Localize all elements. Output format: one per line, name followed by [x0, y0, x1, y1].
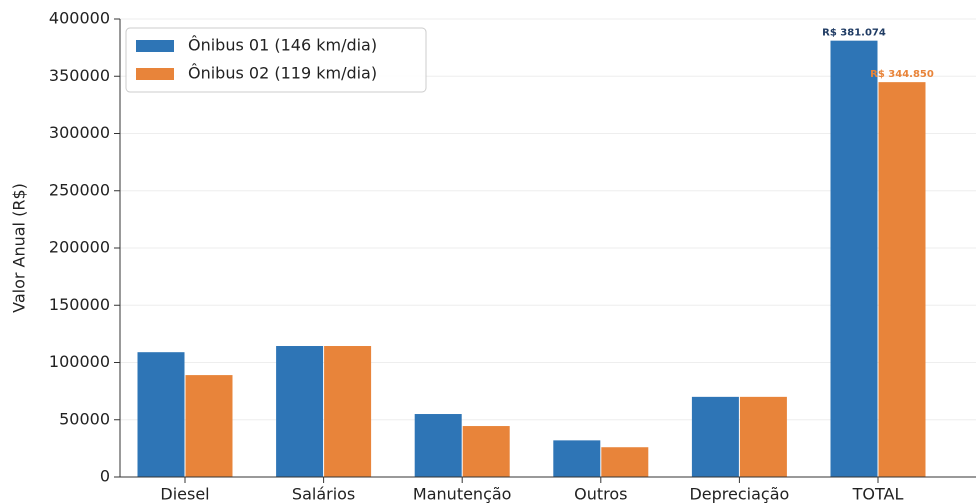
x-tick-label: TOTAL	[852, 485, 904, 504]
legend-box	[125, 27, 427, 93]
value-label: R$ 344.850	[870, 69, 934, 80]
y-tick-label: 0	[100, 467, 110, 486]
legend-swatch	[136, 40, 174, 52]
bar	[553, 440, 601, 477]
bar	[691, 396, 739, 477]
legend-label: Ônibus 02 (119 km/dia)	[188, 64, 377, 83]
bar	[414, 414, 462, 477]
y-tick-label: 400000	[49, 9, 110, 28]
value-label: R$ 381.074	[822, 28, 886, 39]
bar	[601, 447, 649, 477]
legend-swatch	[136, 68, 174, 80]
x-tick-label: Depreciação	[689, 485, 789, 504]
x-tick-label: Salários	[292, 485, 355, 504]
y-tick-label: 100000	[49, 352, 110, 371]
bar	[878, 82, 926, 477]
legend-label: Ônibus 01 (146 km/dia)	[188, 36, 377, 55]
bar	[739, 396, 787, 477]
bar	[324, 346, 372, 477]
x-tick-label: Outros	[574, 485, 627, 504]
y-tick-label: 300000	[49, 123, 110, 142]
bar	[137, 352, 185, 477]
x-tick-label: Manutenção	[413, 485, 512, 504]
bar	[462, 426, 510, 477]
y-axis-label: Valor Anual (R$)	[10, 183, 29, 313]
x-tick-label: Diesel	[160, 485, 209, 504]
bar	[185, 375, 233, 477]
y-tick-label: 50000	[59, 409, 110, 428]
y-tick-label: 250000	[49, 180, 110, 199]
y-tick-label: 150000	[49, 295, 110, 314]
y-tick-label: 200000	[49, 238, 110, 257]
y-tick-label: 350000	[49, 66, 110, 85]
bar	[276, 346, 324, 477]
bar	[830, 40, 878, 478]
